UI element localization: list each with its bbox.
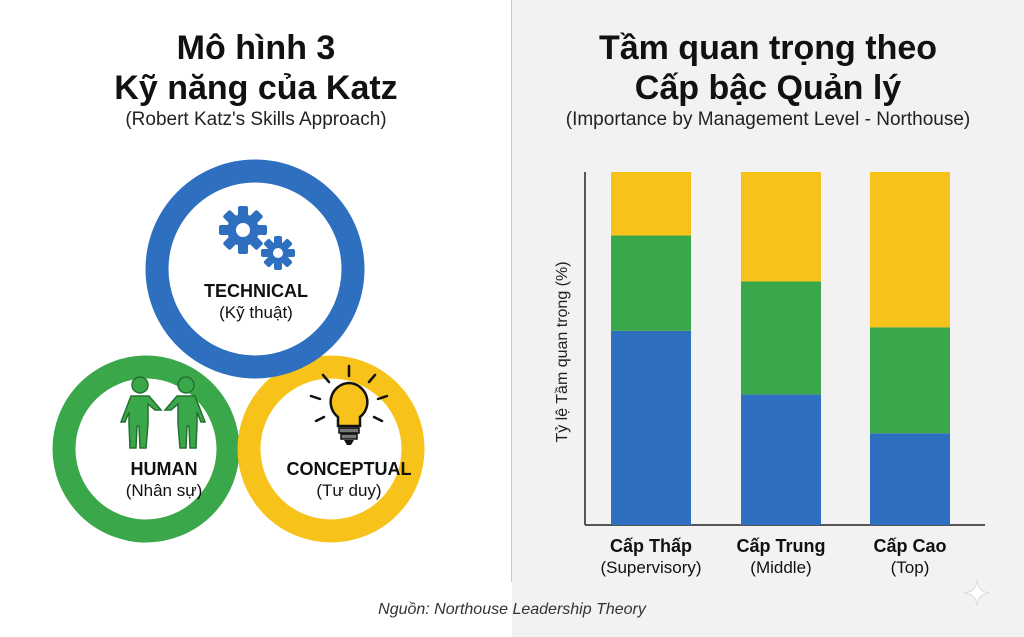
bar-segment-technical-2 <box>870 433 950 525</box>
venn-diagram <box>52 159 425 543</box>
x-tick-main-0: Cấp Thấp <box>609 536 692 556</box>
human-circle <box>52 355 240 543</box>
left-title-line1: Mô hình 3 <box>176 29 336 67</box>
conceptual-label: CONCEPTUAL (Tư duy) <box>269 458 429 502</box>
y-axis-label: Tỷ lệ Tầm quan trọng (%) <box>554 261 571 443</box>
x-tick-sub-0: (Supervisory) <box>600 558 702 577</box>
x-tick-label: Cấp Thấp (Supervisory) <box>581 535 721 579</box>
bar-segment-technical-1 <box>741 394 821 525</box>
bar-segment-human-0 <box>611 235 691 331</box>
conceptual-label-sub: (Tư duy) <box>316 481 382 500</box>
chart-title-line1: Tầm quan trọng theo <box>598 29 938 67</box>
x-tick-label: Cấp Cao (Top) <box>840 535 980 579</box>
technical-label-main: TECHNICAL <box>204 281 308 301</box>
bar-segment-human-2 <box>870 327 950 434</box>
left-subtitle: (Robert Katz's Skills Approach) <box>125 109 387 130</box>
handshake-icon <box>119 376 207 449</box>
human-label-sub: (Nhân sự) <box>125 481 203 500</box>
bar-segment-conceptual-2 <box>870 172 950 328</box>
bar-segment-technical-0 <box>611 330 691 525</box>
technical-label: TECHNICAL (Kỹ thuật) <box>176 280 336 324</box>
technical-circle <box>145 159 365 379</box>
left-title-line2: Kỹ năng của Katz <box>114 69 398 107</box>
bar-segment-conceptual-1 <box>741 172 821 282</box>
human-label: HUMAN (Nhân sự) <box>84 458 244 502</box>
x-tick-sub-2: (Top) <box>890 558 930 577</box>
lightbulb-icon <box>309 364 389 445</box>
human-label-main: HUMAN <box>130 459 198 479</box>
technical-label-sub: (Kỹ thuật) <box>219 303 293 322</box>
gears-icon <box>219 206 295 270</box>
source-note: Nguồn: Northouse Leadership Theory <box>378 601 646 618</box>
chart-title-line2: Cấp bậc Quản lý <box>634 69 902 107</box>
x-tick-label: Cấp Trung (Middle) <box>711 535 851 579</box>
sparkle-icon <box>963 579 991 607</box>
chart-subtitle: (Importance by Management Level - Northo… <box>565 109 971 130</box>
x-tick-main-1: Cấp Trung <box>736 536 826 556</box>
conceptual-label-main: CONCEPTUAL <box>286 459 412 479</box>
x-tick-main-2: Cấp Cao <box>873 536 947 556</box>
panel-divider <box>511 0 512 582</box>
bar-segment-human-1 <box>741 281 821 395</box>
x-tick-sub-1: (Middle) <box>750 558 812 577</box>
bar-segment-conceptual-0 <box>611 172 691 236</box>
conceptual-circle <box>237 355 425 543</box>
left-panel <box>0 0 512 637</box>
